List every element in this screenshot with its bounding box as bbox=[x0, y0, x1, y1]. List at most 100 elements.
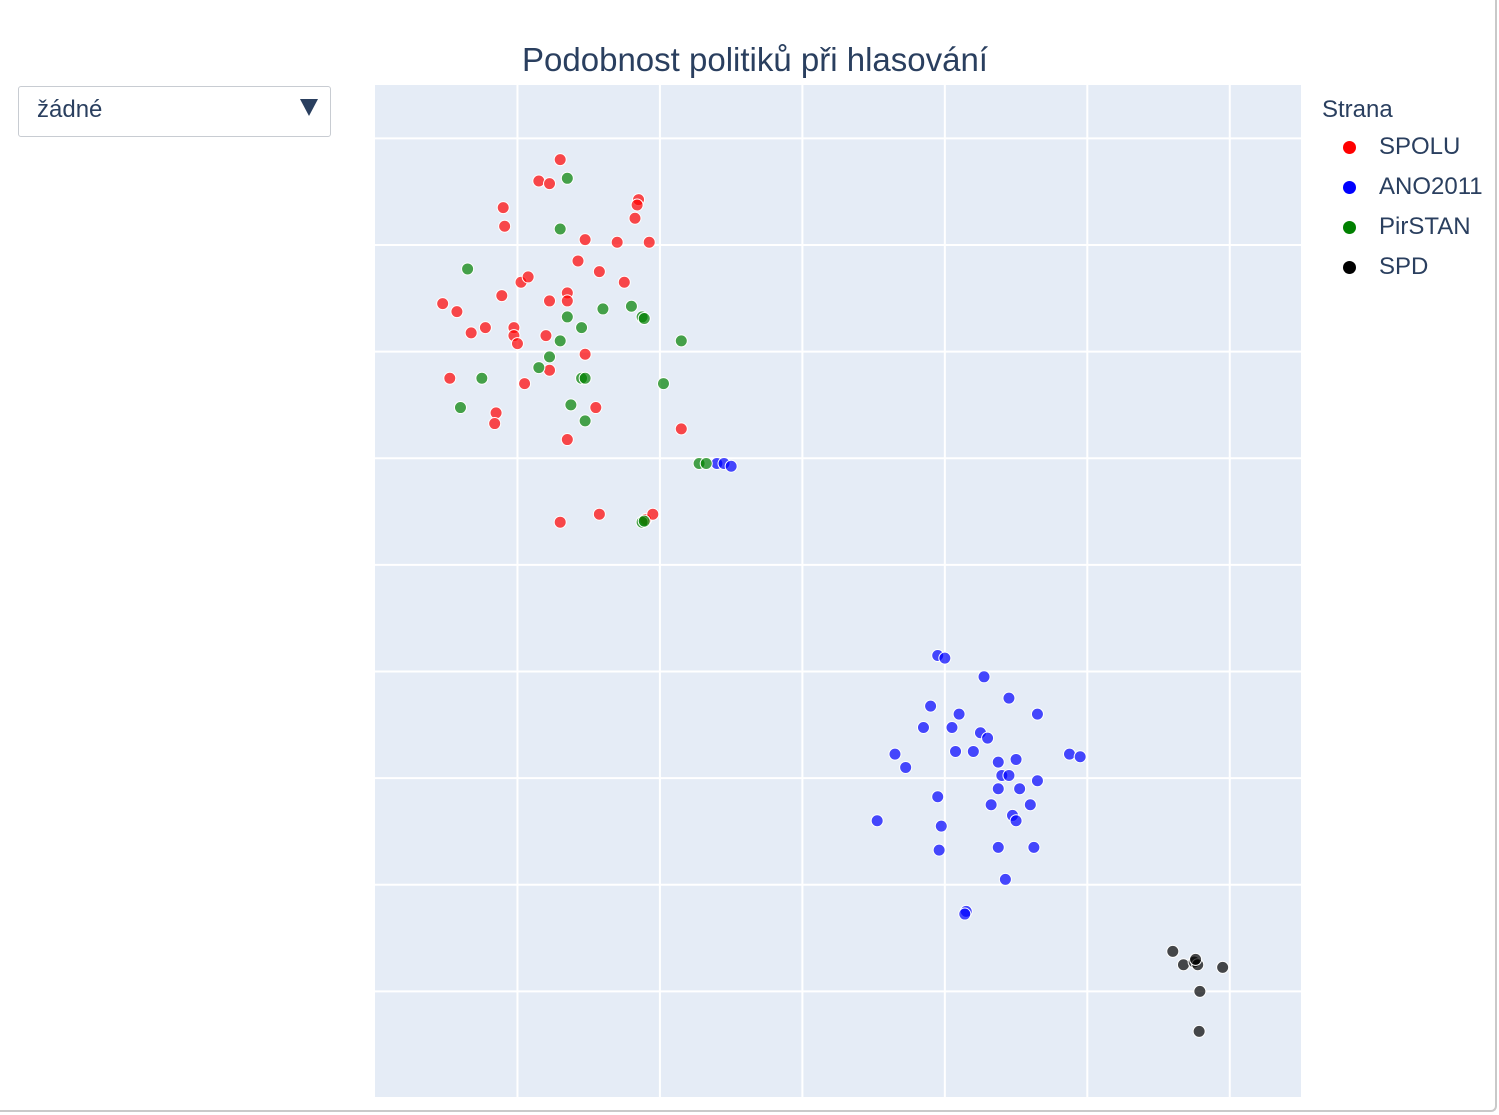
point-ano2011[interactable] bbox=[1002, 768, 1016, 782]
point-ano2011[interactable] bbox=[1030, 707, 1044, 721]
point-pirstan[interactable] bbox=[553, 334, 567, 348]
point-pirstan[interactable] bbox=[699, 457, 713, 471]
point-ano2011[interactable] bbox=[938, 651, 952, 665]
point-spolu[interactable] bbox=[560, 294, 574, 308]
point-spd[interactable] bbox=[1189, 952, 1203, 966]
point-ano2011[interactable] bbox=[1023, 798, 1037, 812]
point-ano2011[interactable] bbox=[724, 459, 738, 473]
data-points[interactable] bbox=[436, 153, 1230, 1038]
point-spolu[interactable] bbox=[578, 233, 592, 247]
point-spolu[interactable] bbox=[560, 433, 574, 447]
point-spolu[interactable] bbox=[518, 377, 532, 391]
legend-item-spd[interactable]: SPD bbox=[1322, 250, 1428, 290]
point-spolu[interactable] bbox=[489, 406, 503, 420]
point-ano2011[interactable] bbox=[945, 720, 959, 734]
point-spolu[interactable] bbox=[553, 515, 567, 529]
dropdown-caret-icon[interactable] bbox=[300, 99, 318, 116]
legend-item-spolu[interactable]: SPOLU bbox=[1322, 130, 1460, 170]
point-ano2011[interactable] bbox=[870, 814, 884, 828]
point-pirstan[interactable] bbox=[560, 171, 574, 185]
point-spolu[interactable] bbox=[646, 507, 660, 521]
point-ano2011[interactable] bbox=[991, 840, 1005, 854]
point-spolu[interactable] bbox=[543, 363, 557, 377]
point-spolu[interactable] bbox=[521, 270, 535, 284]
point-ano2011[interactable] bbox=[888, 747, 902, 761]
point-spolu[interactable] bbox=[610, 235, 624, 249]
point-ano2011[interactable] bbox=[991, 782, 1005, 796]
point-pirstan[interactable] bbox=[575, 321, 589, 335]
point-spolu[interactable] bbox=[488, 417, 502, 431]
point-spolu[interactable] bbox=[436, 297, 450, 311]
point-pirstan[interactable] bbox=[532, 361, 546, 375]
point-spolu[interactable] bbox=[589, 401, 603, 415]
point-ano2011[interactable] bbox=[1027, 840, 1041, 854]
point-spolu[interactable] bbox=[543, 177, 557, 191]
point-ano2011[interactable] bbox=[958, 907, 972, 921]
point-spolu[interactable] bbox=[592, 265, 606, 279]
point-spolu[interactable] bbox=[630, 198, 644, 212]
point-spolu[interactable] bbox=[495, 289, 509, 303]
legend-item-pirstan[interactable]: PirSTAN bbox=[1322, 210, 1471, 250]
point-ano2011[interactable] bbox=[984, 798, 998, 812]
point-pirstan[interactable] bbox=[453, 401, 467, 415]
point-pirstan[interactable] bbox=[461, 262, 475, 276]
point-pirstan[interactable] bbox=[656, 377, 670, 391]
point-ano2011[interactable] bbox=[991, 755, 1005, 769]
point-ano2011[interactable] bbox=[981, 731, 995, 745]
point-pirstan[interactable] bbox=[624, 299, 638, 313]
point-ano2011[interactable] bbox=[998, 872, 1012, 886]
point-ano2011[interactable] bbox=[1002, 691, 1016, 705]
point-ano2011[interactable] bbox=[899, 760, 913, 774]
point-pirstan[interactable] bbox=[564, 398, 578, 412]
filter-dropdown[interactable]: žádné bbox=[18, 86, 331, 137]
point-spolu[interactable] bbox=[498, 219, 512, 233]
point-spd[interactable] bbox=[1216, 960, 1230, 974]
point-spolu[interactable] bbox=[674, 422, 688, 436]
point-ano2011[interactable] bbox=[952, 707, 966, 721]
point-spolu[interactable] bbox=[592, 507, 606, 521]
point-pirstan[interactable] bbox=[637, 312, 651, 326]
point-ano2011[interactable] bbox=[1030, 774, 1044, 788]
point-ano2011[interactable] bbox=[966, 744, 980, 758]
point-ano2011[interactable] bbox=[916, 720, 930, 734]
point-ano2011[interactable] bbox=[1009, 752, 1023, 766]
point-pirstan[interactable] bbox=[578, 414, 592, 428]
legend-item-ano2011[interactable]: ANO2011 bbox=[1322, 170, 1483, 210]
point-ano2011[interactable] bbox=[931, 790, 945, 804]
point-spolu[interactable] bbox=[543, 294, 557, 308]
point-pirstan[interactable] bbox=[637, 514, 651, 528]
point-pirstan[interactable] bbox=[475, 371, 489, 385]
point-spolu[interactable] bbox=[553, 153, 567, 167]
point-pirstan[interactable] bbox=[674, 334, 688, 348]
point-pirstan[interactable] bbox=[596, 302, 610, 316]
point-spolu[interactable] bbox=[478, 321, 492, 335]
point-spolu[interactable] bbox=[571, 254, 585, 268]
point-spd[interactable] bbox=[1192, 1024, 1206, 1038]
point-spd[interactable] bbox=[1176, 958, 1190, 972]
point-pirstan[interactable] bbox=[553, 222, 567, 236]
point-ano2011[interactable] bbox=[924, 699, 938, 713]
point-spolu[interactable] bbox=[532, 174, 546, 188]
point-spolu[interactable] bbox=[443, 371, 457, 385]
scatter-plot[interactable] bbox=[375, 85, 1301, 1098]
point-ano2011[interactable] bbox=[1063, 747, 1076, 761]
point-spolu[interactable] bbox=[496, 201, 510, 215]
point-ano2011[interactable] bbox=[934, 819, 948, 833]
point-spolu[interactable] bbox=[450, 305, 464, 319]
point-spolu[interactable] bbox=[510, 337, 524, 351]
point-spolu[interactable] bbox=[578, 347, 592, 361]
point-ano2011[interactable] bbox=[949, 744, 963, 758]
point-pirstan[interactable] bbox=[560, 310, 574, 324]
point-spolu[interactable] bbox=[642, 235, 656, 249]
point-spolu[interactable] bbox=[617, 275, 631, 289]
point-spd[interactable] bbox=[1166, 944, 1180, 958]
point-spd[interactable] bbox=[1193, 984, 1207, 998]
point-spolu[interactable] bbox=[539, 329, 553, 343]
point-pirstan[interactable] bbox=[578, 371, 592, 385]
point-spolu[interactable] bbox=[628, 211, 642, 225]
point-ano2011[interactable] bbox=[932, 843, 946, 857]
point-pirstan[interactable] bbox=[543, 350, 557, 364]
point-ano2011[interactable] bbox=[1009, 814, 1023, 828]
point-ano2011[interactable] bbox=[1013, 782, 1027, 796]
point-spolu[interactable] bbox=[464, 326, 478, 340]
